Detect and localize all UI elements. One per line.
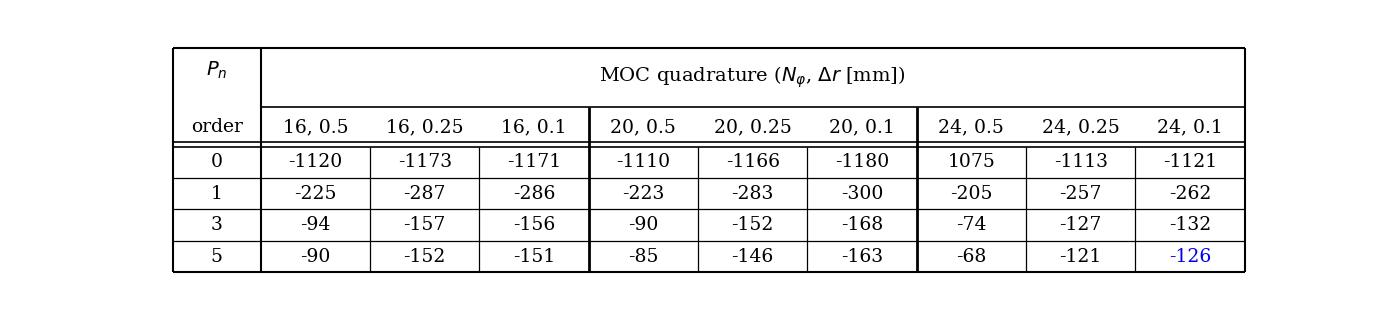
- Text: 0: 0: [210, 153, 223, 171]
- Text: -257: -257: [1059, 185, 1102, 203]
- Text: -1113: -1113: [1054, 153, 1108, 171]
- Text: -94: -94: [300, 216, 331, 234]
- Text: 20, 0.25: 20, 0.25: [714, 118, 791, 136]
- Text: 24, 0.25: 24, 0.25: [1041, 118, 1120, 136]
- Text: 1: 1: [210, 185, 223, 203]
- Text: 20, 0.5: 20, 0.5: [610, 118, 676, 136]
- Text: $P_n$: $P_n$: [206, 60, 228, 81]
- Text: -283: -283: [732, 185, 774, 203]
- Text: -262: -262: [1169, 185, 1212, 203]
- Text: -168: -168: [841, 216, 884, 234]
- Text: -1180: -1180: [835, 153, 889, 171]
- Text: 5: 5: [210, 248, 223, 266]
- Text: -156: -156: [513, 216, 555, 234]
- Text: 24, 0.5: 24, 0.5: [939, 118, 1004, 136]
- Text: -287: -287: [404, 185, 445, 203]
- Text: -225: -225: [295, 185, 336, 203]
- Text: -151: -151: [513, 248, 555, 266]
- Text: MOC quadrature ($N_\varphi$, $\Delta r$ [mm]): MOC quadrature ($N_\varphi$, $\Delta r$ …: [599, 65, 906, 90]
- Text: order: order: [191, 118, 243, 136]
- Text: 20, 0.1: 20, 0.1: [830, 118, 895, 136]
- Text: -1120: -1120: [288, 153, 343, 171]
- Text: -286: -286: [513, 185, 555, 203]
- Text: -1166: -1166: [726, 153, 780, 171]
- Text: 16, 0.1: 16, 0.1: [501, 118, 567, 136]
- Text: -68: -68: [956, 248, 986, 266]
- Text: -146: -146: [732, 248, 774, 266]
- Text: -152: -152: [404, 248, 445, 266]
- Text: -126: -126: [1169, 248, 1212, 266]
- Text: -205: -205: [950, 185, 993, 203]
- Text: 16, 0.5: 16, 0.5: [282, 118, 349, 136]
- Text: -1110: -1110: [617, 153, 671, 171]
- Text: -163: -163: [841, 248, 884, 266]
- Text: -300: -300: [841, 185, 884, 203]
- Text: -223: -223: [622, 185, 665, 203]
- Text: -1173: -1173: [398, 153, 452, 171]
- Text: -85: -85: [628, 248, 658, 266]
- Text: 24, 0.1: 24, 0.1: [1158, 118, 1223, 136]
- Text: 3: 3: [210, 216, 223, 234]
- Text: -152: -152: [732, 216, 774, 234]
- Text: -157: -157: [404, 216, 445, 234]
- Text: -90: -90: [628, 216, 658, 234]
- Text: -1121: -1121: [1163, 153, 1217, 171]
- Text: -90: -90: [300, 248, 331, 266]
- Text: 16, 0.25: 16, 0.25: [386, 118, 463, 136]
- Text: -121: -121: [1059, 248, 1102, 266]
- Text: -74: -74: [956, 216, 986, 234]
- Text: 1075: 1075: [947, 153, 996, 171]
- Text: -1171: -1171: [508, 153, 561, 171]
- Text: -132: -132: [1169, 216, 1212, 234]
- Text: -127: -127: [1059, 216, 1102, 234]
